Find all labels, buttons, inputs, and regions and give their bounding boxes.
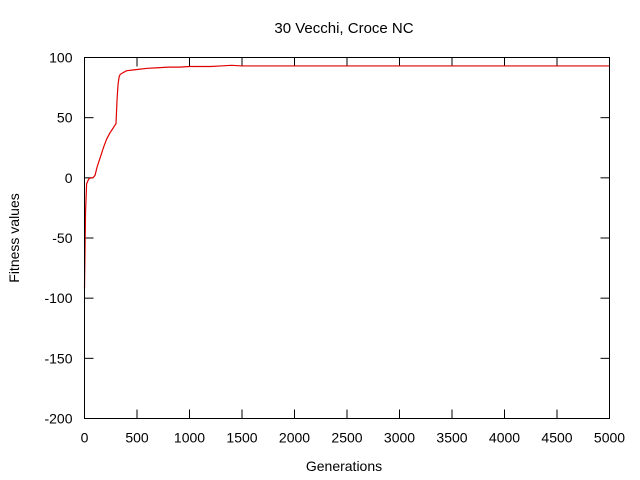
x-axis-label: Generations [306,458,382,474]
x-tick-label: 3000 [384,430,415,446]
x-tick-label: 500 [125,430,149,446]
y-axis-label: Fitness values [6,193,22,282]
x-tick-label: 2000 [279,430,310,446]
series-line [83,64,610,289]
x-tick-label: 3500 [436,430,467,446]
y-tick-label: -200 [44,411,72,427]
y-tick-label: 50 [57,110,73,126]
x-tick-label: 4500 [541,430,572,446]
plot-frame [84,57,610,419]
y-tick-label: 100 [49,50,73,66]
y-tick-label: -100 [44,290,72,306]
x-tick-label: 2500 [331,430,362,446]
y-tick-label: -150 [44,350,72,366]
series-layer [83,64,610,289]
chart-title: 30 Vecchi, Croce NC [274,20,413,37]
x-tick-label: 0 [81,430,89,446]
x-tick-label: 5000 [594,430,625,446]
x-tick-label: 4000 [489,430,520,446]
y-tick-label: 0 [65,170,73,186]
x-tick-label: 1500 [226,430,257,446]
x-tick-label: 1000 [174,430,205,446]
y-tick-label: -50 [52,230,72,246]
